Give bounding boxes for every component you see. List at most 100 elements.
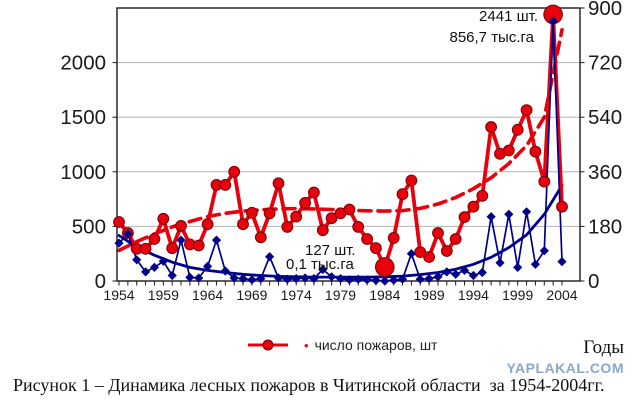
area-point-2002 [539, 246, 549, 256]
fires-point-1973 [281, 221, 294, 233]
fires-point-1964 [201, 218, 214, 231]
area-point-1991 [442, 267, 452, 277]
area-point-1965 [211, 235, 222, 245]
area-point-2000 [522, 207, 532, 217]
fires-point-1970 [254, 231, 267, 244]
area-point-1969 [247, 275, 257, 285]
fires-point-1991 [440, 245, 453, 257]
area-point-1970 [256, 274, 266, 284]
fires-point-1969 [246, 206, 258, 219]
legend-series-label: число пожаров, шт [314, 337, 438, 353]
fires-point-1981 [352, 221, 365, 233]
fires-point-1994 [467, 200, 480, 213]
area-point-1971 [265, 252, 275, 262]
fires-point-1972 [272, 177, 285, 190]
legend-bullet-icon: • [304, 337, 309, 353]
x-tick-label: 1959 [148, 287, 179, 303]
x-tick-label: 1964 [192, 287, 223, 303]
fires-point-2002 [538, 175, 551, 188]
area-point-1974 [291, 274, 301, 284]
area-point-1972 [273, 273, 284, 283]
fires-point-1971 [263, 207, 276, 220]
fires-point-1975 [299, 197, 312, 209]
legend-line-marker-icon [248, 339, 288, 351]
fires-point-1976 [308, 186, 320, 199]
fires-point-2001 [529, 145, 542, 158]
area-point-1960 [167, 270, 177, 281]
x-tick-label: 1969 [236, 287, 267, 303]
fires-point-1968 [237, 218, 249, 231]
area-point-1979 [335, 274, 346, 284]
left-tick-label: 1000 [60, 161, 106, 184]
area-point-1975 [300, 273, 310, 283]
area-point-1967 [229, 273, 239, 283]
left-tick-label: 500 [72, 215, 106, 238]
x-tick-label: 1999 [502, 287, 533, 303]
area-point-1958 [149, 262, 159, 272]
fires-point-1958 [148, 233, 161, 245]
fires-point-1996 [485, 121, 498, 133]
fires-point-1999 [511, 123, 524, 136]
area-point-1997 [495, 258, 505, 268]
fires-point-1974 [290, 210, 303, 223]
x-tick-label: 1954 [103, 287, 134, 303]
area-point-1985 [389, 275, 399, 285]
fires-point-1987 [405, 174, 418, 187]
annotation-min-fires: 127 шт. [305, 242, 356, 259]
fires-point-1990 [432, 227, 444, 239]
area-point-1959 [158, 256, 168, 266]
watermark: YAPLAKAL.COM [506, 360, 624, 376]
area-point-1992 [451, 269, 461, 279]
fires-point-2004 [556, 200, 568, 213]
fires-point-1978 [325, 212, 338, 225]
area-point-1983 [371, 275, 381, 285]
area-point-1955 [123, 229, 133, 239]
area-point-1993 [459, 265, 470, 275]
area-point-1984 [380, 276, 390, 286]
fires-point-1993 [458, 211, 471, 224]
right-tick-label: 900 [588, 0, 622, 20]
right-tick-label: 0 [588, 270, 599, 293]
x-tick-label: 1974 [281, 287, 312, 303]
area-point-1963 [194, 273, 204, 283]
area-point-1956 [132, 255, 142, 265]
area-point-1995 [477, 267, 487, 278]
x-tick-label: 1984 [369, 287, 400, 303]
area-point-1998 [504, 209, 514, 219]
annotation-peak-area: 856,7 тыс.га [449, 29, 534, 46]
fires-point-1982 [361, 233, 374, 245]
area-point-1976 [309, 274, 319, 284]
fires-point-1980 [343, 203, 356, 216]
area-point-1977 [318, 264, 328, 275]
area-point-1980 [344, 275, 354, 285]
fires-point-1957 [139, 242, 152, 255]
x-tick-label: 1979 [325, 287, 356, 303]
area-point-1988 [415, 274, 425, 284]
fires-point-1988 [414, 246, 427, 259]
x-tick-label: 2004 [546, 287, 577, 303]
annotation-peak-fires: 2441 шт. [479, 8, 538, 25]
fires-point-1998 [502, 144, 515, 157]
fires-point-1983 [370, 242, 382, 255]
fires-point-1966 [219, 179, 232, 191]
area-point-1961 [176, 235, 186, 245]
area-point-2004 [557, 257, 567, 267]
left-tick-label: 2000 [60, 52, 106, 75]
left-tick-label: 0 [95, 270, 106, 293]
area-point-1973 [282, 274, 292, 284]
area-point-1978 [327, 272, 337, 282]
left-tick-label: 1500 [60, 106, 106, 129]
x-tick-label: 1994 [458, 287, 489, 303]
area-point-2003 [548, 16, 558, 26]
right-tick-label: 360 [588, 161, 622, 184]
fires-point-1954 [113, 216, 125, 228]
fires-point-1986 [396, 188, 409, 201]
x-tick-label: 1989 [414, 287, 445, 303]
area-point-1982 [362, 275, 372, 285]
area-point-1968 [238, 274, 248, 284]
fires-point-1992 [449, 233, 462, 245]
fires-point-2000 [520, 104, 533, 116]
chart-legend: • число пожаров, шт [246, 336, 437, 354]
